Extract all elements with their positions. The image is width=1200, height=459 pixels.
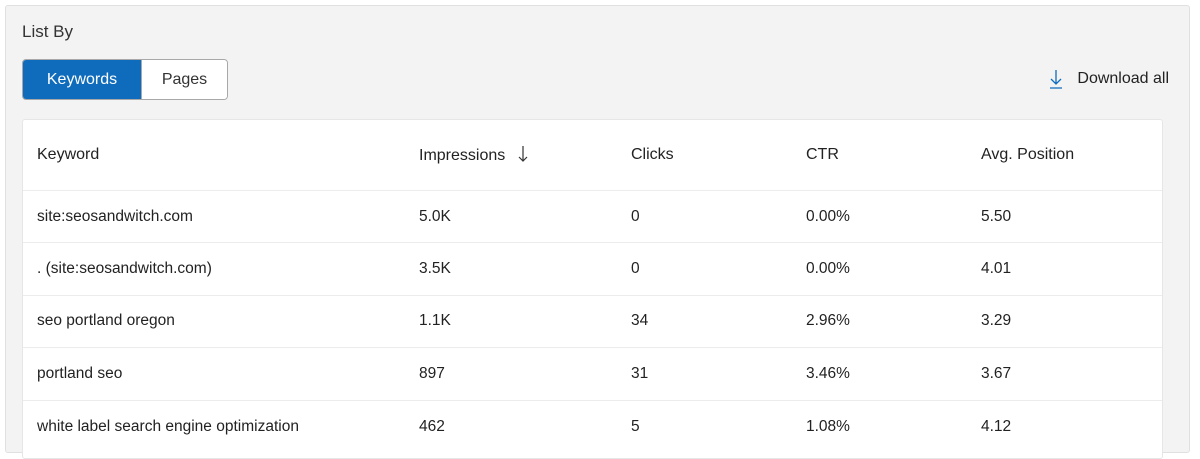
cell-avg-position: 3.67	[981, 364, 1012, 382]
cell-avg-position: 4.12	[981, 417, 1012, 435]
cell-ctr: 3.46%	[806, 364, 850, 382]
download-icon	[1050, 70, 1063, 89]
cell-keyword: . (site:seosandwitch.com)	[37, 260, 212, 278]
cell-avg-position: 5.50	[981, 207, 1012, 225]
cell-ctr: 0.00%	[806, 207, 850, 225]
download-all-button[interactable]: Download all	[1049, 69, 1169, 89]
cell-impressions: 3.5K	[419, 260, 451, 278]
tab-keywords[interactable]: Keywords	[23, 60, 141, 99]
header-keyword[interactable]: Keyword	[37, 146, 100, 163]
table-row[interactable]: site:seosandwitch.com 5.0K 0 0.00% 5.50	[23, 191, 1162, 244]
table-row[interactable]: portland seo 897 31 3.46% 3.67	[23, 348, 1162, 401]
header-clicks[interactable]: Clicks	[631, 146, 674, 163]
cell-impressions: 1.1K	[419, 312, 451, 330]
cell-clicks: 0	[631, 207, 640, 225]
cell-ctr: 0.00%	[806, 260, 850, 278]
cell-avg-position: 3.29	[981, 312, 1012, 330]
cell-ctr: 2.96%	[806, 312, 850, 330]
cell-clicks: 5	[631, 417, 640, 435]
table-row[interactable]: . (site:seosandwitch.com) 3.5K 0 0.00% 4.01	[23, 243, 1162, 296]
cell-keyword: seo portland oregon	[37, 312, 175, 330]
list-by-panel: List By Keywords Pages Download all Keyw…	[5, 5, 1190, 459]
keywords-table: Keyword Impressions Clicks CTR Avg. Posi…	[22, 119, 1163, 459]
table-row[interactable]: white label search engine optimization 46…	[23, 401, 1162, 453]
table-header: Keyword Impressions Clicks CTR Avg. Posi…	[23, 120, 1162, 191]
header-impressions[interactable]: Impressions	[419, 145, 528, 165]
cell-avg-position: 4.01	[981, 260, 1012, 278]
sort-descending-icon	[518, 146, 528, 162]
cell-keyword: white label search engine optimization	[37, 417, 299, 435]
header-ctr[interactable]: CTR	[806, 146, 839, 163]
cell-impressions: 897	[419, 364, 445, 382]
cell-ctr: 1.08%	[806, 417, 850, 435]
cell-keyword: portland seo	[37, 364, 123, 382]
cell-impressions: 5.0K	[419, 207, 451, 225]
header-avg-position[interactable]: Avg. Position	[981, 146, 1075, 163]
download-all-label: Download all	[1077, 70, 1169, 87]
tab-pages[interactable]: Pages	[141, 60, 227, 99]
cell-clicks: 34	[631, 312, 649, 330]
cell-clicks: 0	[631, 260, 640, 278]
cell-impressions: 462	[419, 417, 445, 435]
list-by-toggle: Keywords Pages	[22, 59, 228, 100]
header-impressions-label: Impressions	[419, 147, 506, 164]
cell-keyword: site:seosandwitch.com	[37, 207, 193, 225]
table-row[interactable]: seo portland oregon 1.1K 34 2.96% 3.29	[23, 296, 1162, 349]
cell-clicks: 31	[631, 364, 649, 382]
list-by-title: List By	[22, 22, 74, 41]
